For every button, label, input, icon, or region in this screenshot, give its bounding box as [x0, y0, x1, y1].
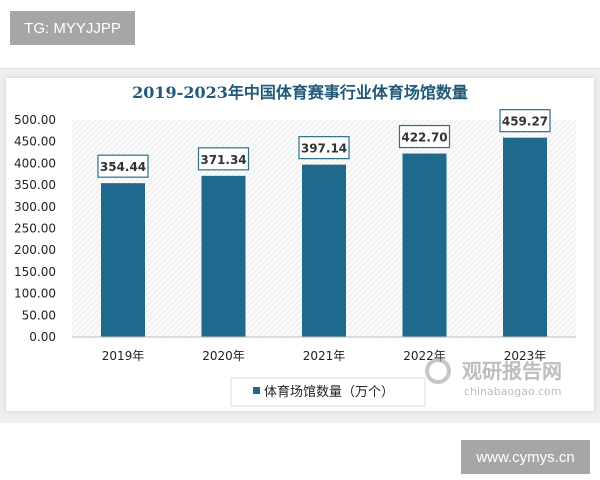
x-tick-label: 2023年	[504, 349, 547, 363]
data-label-box	[398, 124, 451, 149]
x-tick-label: 2021年	[303, 349, 346, 363]
bar	[201, 175, 246, 337]
y-tick-label: 50.00	[22, 308, 56, 322]
y-tick-label: 450.00	[14, 135, 56, 149]
top-tag: TG: MYYJJPP	[10, 11, 135, 45]
y-tick-label: 500.00	[14, 113, 56, 127]
watermark-cn: 观研报告网	[462, 359, 562, 383]
y-tick-label: 250.00	[14, 222, 56, 236]
data-label-box	[499, 109, 551, 133]
legend-swatch	[253, 387, 260, 394]
data-label-box	[97, 154, 149, 178]
watermark: 观研报告网 chinabaogao.com	[425, 358, 562, 398]
chart-title: 2019-2023年中国体育赛事行业体育场馆数量	[132, 83, 468, 102]
x-tick-label: 2019年	[102, 349, 145, 363]
y-tick-label: 0.00	[29, 330, 56, 344]
bar	[503, 137, 547, 337]
bar	[402, 153, 447, 337]
y-tick-label: 200.00	[14, 243, 56, 257]
data-label: 397.14	[301, 142, 347, 156]
legend: 体育场馆数量（万个）	[230, 377, 426, 407]
x-tick-label: 2020年	[202, 349, 245, 363]
data-label: 459.27	[502, 115, 548, 129]
y-tick-label: 150.00	[14, 265, 56, 279]
y-tick-label: 350.00	[14, 178, 56, 192]
data-label: 354.44	[100, 160, 146, 174]
data-label-box	[197, 147, 250, 171]
data-label-box	[298, 136, 350, 160]
data-label: 371.34	[200, 153, 246, 167]
bar	[302, 164, 346, 337]
bar	[101, 183, 145, 337]
legend-label: 体育场馆数量（万个）	[264, 384, 394, 400]
data-label: 422.70	[401, 131, 447, 145]
y-tick-label: 100.00	[14, 287, 56, 301]
watermark-en: chinabaogao.com	[464, 385, 562, 398]
y-tick-label: 300.00	[14, 200, 56, 214]
bottom-tag: www.cymys.cn	[461, 440, 590, 474]
y-tick-label: 400.00	[14, 156, 56, 170]
